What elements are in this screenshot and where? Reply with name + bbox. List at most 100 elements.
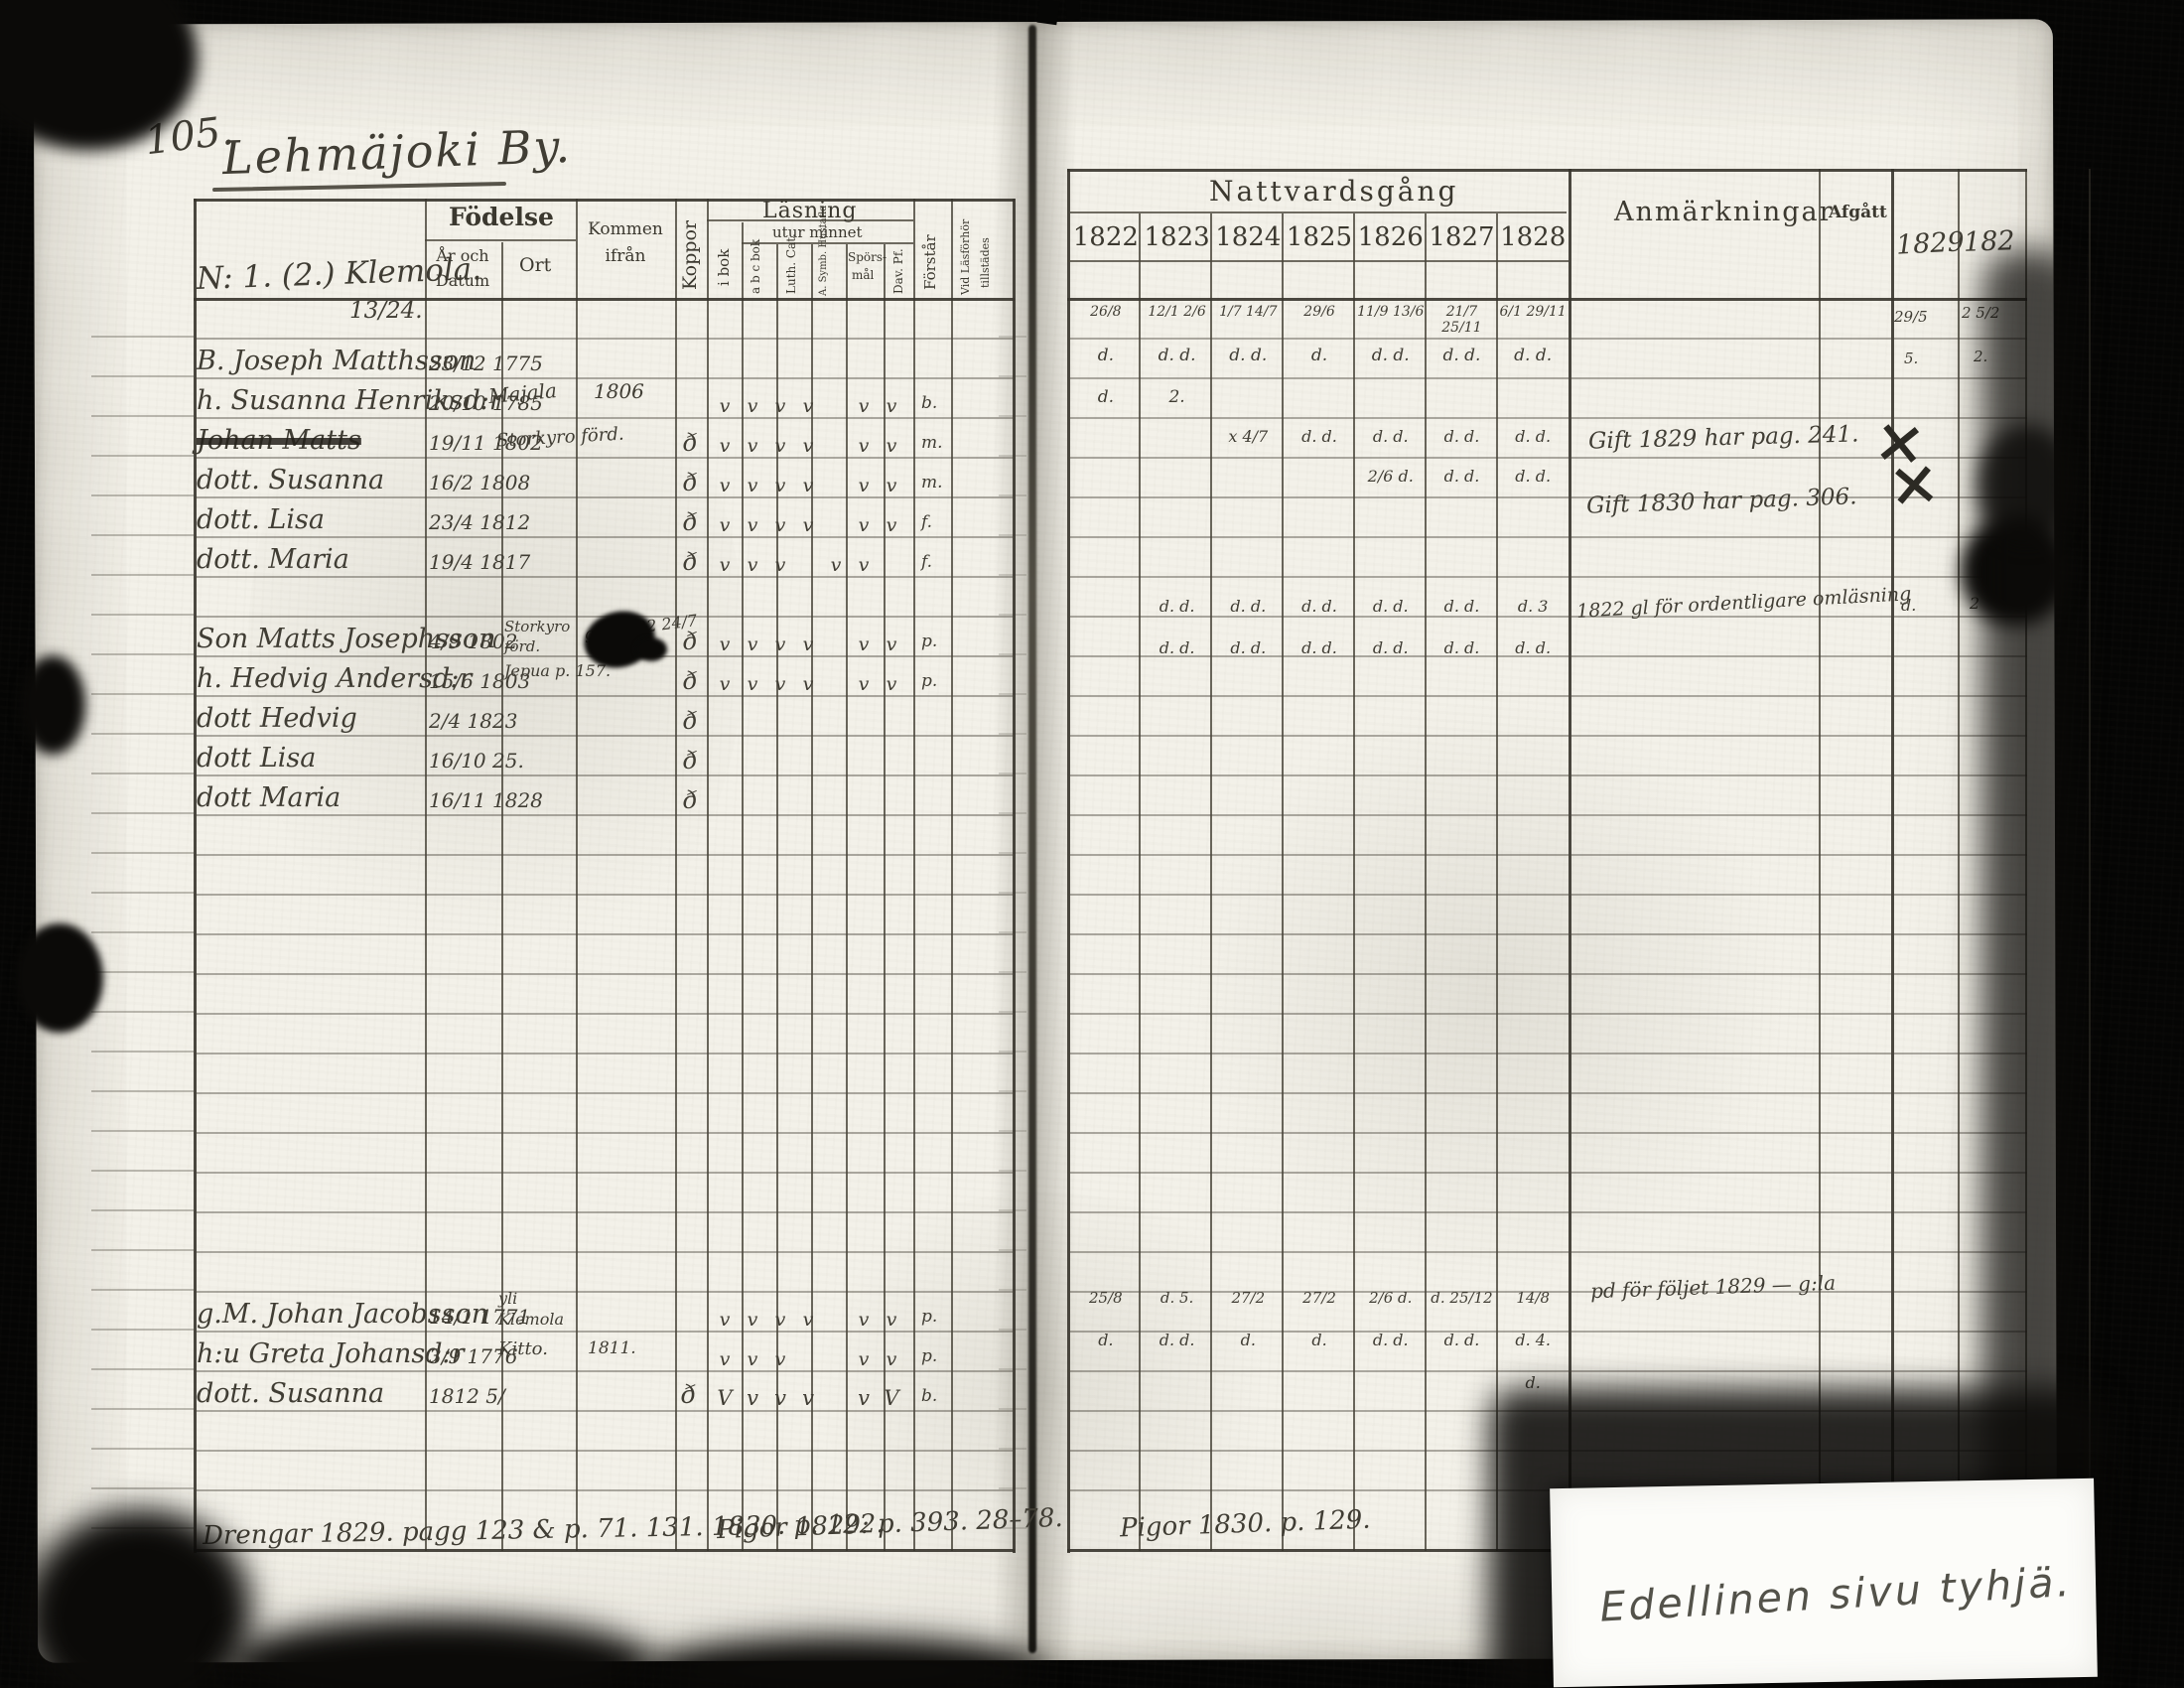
mark-cell: 12/1 2/6: [1148, 304, 1206, 320]
mark-cell: d. d.: [1372, 597, 1409, 616]
mark-cell: [1427, 387, 1498, 407]
film-notch: [1036, 0, 1060, 26]
col-header-anmarkningar: Anmärkningar: [1614, 197, 1835, 227]
mark-cell: d. d.: [1515, 427, 1552, 446]
grid-line: [1067, 260, 1569, 262]
grid-line: [194, 1370, 1015, 1372]
mark-cell: d.: [1240, 1331, 1256, 1349]
grid-line: [1067, 1172, 2027, 1174]
mark-cell: [1070, 597, 1142, 616]
mark-cell: d. d.: [1230, 638, 1267, 657]
communion-row: d.: [1070, 1373, 1569, 1392]
mark-cell: [1070, 427, 1142, 446]
col-header-utur-minnet: utur minnet: [772, 223, 863, 241]
grid-line: [1067, 1291, 2027, 1293]
grid-line: [194, 933, 1015, 935]
mark-cell: v: [719, 475, 731, 496]
bottom-shadow: [645, 1636, 1042, 1688]
mark-cell: 1824: [1215, 222, 1282, 252]
grid-line: [1067, 1211, 2027, 1213]
mark-cell: v: [719, 633, 731, 655]
grid-line: [194, 1549, 1015, 1552]
grid-line: [1569, 169, 1571, 1551]
mark-cell: [822, 395, 850, 417]
grid-line: [194, 1450, 1015, 1452]
mark-cell: v: [774, 673, 786, 695]
col-header-symb-hustafla: A. Symb. Hustafla: [818, 205, 829, 296]
koppor-mark: ð: [683, 786, 698, 814]
communion-row: d. 2.: [1070, 387, 1569, 407]
grid-line: [913, 199, 915, 1551]
grid-line: [1067, 973, 2027, 975]
mark-cell: 25/8: [1089, 1289, 1123, 1307]
grid-line: [1067, 933, 2027, 935]
book-spine-line: [1028, 25, 1036, 1653]
mark-cell: 11/9 13/6: [1357, 304, 1425, 320]
mark-cell: v: [886, 673, 897, 695]
grid-line: [1067, 576, 2027, 578]
mark-cell: 6/1 29/11: [1499, 304, 1567, 320]
mark-cell: 1825: [1286, 222, 1353, 252]
mark-cell: 1827: [1429, 222, 1495, 252]
grid-line: [1067, 774, 2027, 776]
grid-line: [1067, 695, 2027, 697]
birth-date: 20/10 1785: [429, 391, 543, 415]
col-header-kommen-ifran: Kommen ifrån: [588, 219, 663, 267]
mark-cell: v: [747, 514, 758, 536]
col-header-forstar: Förstår: [921, 234, 939, 290]
mark-cell: d. d.: [1158, 346, 1196, 365]
grid-line: [576, 199, 578, 1551]
mark-cell: [822, 514, 850, 536]
koppor-mark: ð: [683, 628, 698, 655]
person-name: dott. Susanna: [197, 465, 385, 495]
mark-cell: d. d.: [1159, 1331, 1195, 1349]
mark-cell: d. d.: [1515, 467, 1552, 486]
mark-cell: v: [774, 633, 786, 655]
birth-date: 14/1 1771: [429, 1305, 531, 1329]
household-fraction: 13/24.: [349, 298, 423, 324]
forstar-mark: m.: [921, 473, 943, 492]
mark-cell: v: [858, 1386, 870, 1410]
mark-cell: d. d.: [1443, 597, 1480, 616]
mark-cell: [1284, 1373, 1355, 1392]
grid-line: [194, 199, 1015, 202]
extra-year-1829: 1829: [1895, 226, 1966, 261]
mark-cell: v: [774, 475, 786, 496]
mark-cell: v: [774, 395, 786, 417]
mark-cell: [822, 1348, 850, 1370]
mark-cell: v: [886, 1348, 897, 1370]
grid-line: [194, 298, 1015, 301]
grid-line: [194, 338, 1015, 340]
grid-line: [1067, 1013, 2027, 1015]
mark-cell: 1/7 14/7: [1219, 304, 1278, 320]
col-header-nattvardsgang: Nattvardsgång: [1209, 175, 1459, 208]
grid-line: [194, 457, 1015, 459]
person-name: dott. Susanna: [197, 1378, 385, 1409]
mark-cell: v: [802, 475, 814, 496]
mark-cell: d. d.: [1229, 346, 1268, 365]
grid-line: [194, 496, 1015, 498]
paper-stain: [794, 1192, 1291, 1589]
grid-line: [194, 1092, 1015, 1094]
mark-cell: v: [802, 673, 814, 695]
mark-cell: x 4/7: [1228, 427, 1269, 446]
mark-cell: v: [774, 514, 786, 536]
mark-cell: v: [802, 514, 814, 536]
mark-cell: [1284, 387, 1355, 407]
mark-cell: v: [747, 1386, 758, 1410]
mark-cell: v: [886, 1309, 897, 1331]
grid-line: [1067, 616, 2027, 618]
grid-line: [846, 244, 848, 1551]
grid-line: [707, 199, 709, 1551]
mark-cell: 1823: [1144, 222, 1210, 252]
communion-row: 25/8 d. 5. 27/2 27/2 2/6 d. d. 25/12 14/8: [1070, 1289, 1569, 1307]
mark-cell: 27/2: [1302, 1289, 1336, 1307]
grid-line: [1067, 536, 2027, 538]
mark-cell: d. d.: [1515, 638, 1552, 657]
bottom-shadow: [228, 1617, 655, 1688]
mark-cell: v: [719, 435, 731, 457]
